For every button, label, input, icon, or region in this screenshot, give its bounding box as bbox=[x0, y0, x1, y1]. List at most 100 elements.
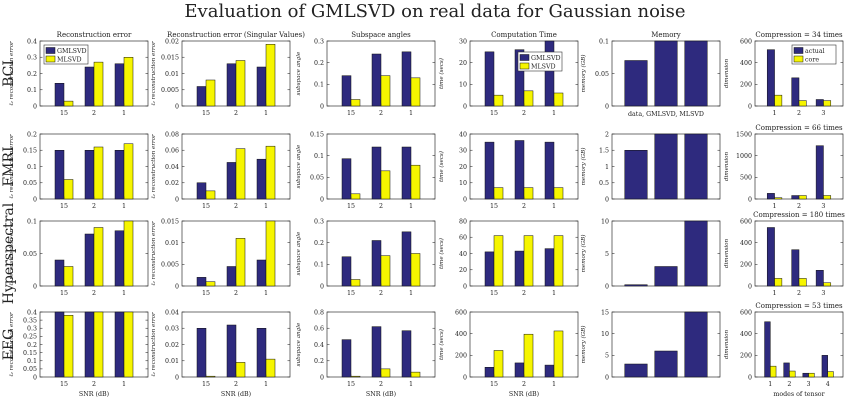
x-tick-label: 15 bbox=[60, 381, 68, 388]
x-axis-label: modes of tensor bbox=[773, 391, 825, 398]
column-title: Subspace angles bbox=[351, 31, 411, 39]
bar bbox=[553, 330, 564, 378]
bar bbox=[764, 321, 771, 378]
y-axis-label: memory (GB) bbox=[580, 55, 587, 93]
y-tick-label: 200 bbox=[455, 353, 467, 360]
y-tick-label: 1000 bbox=[736, 153, 752, 160]
x-axis-label: SNR (dB) bbox=[79, 391, 109, 398]
y-axis-label: subspace angle bbox=[296, 231, 302, 275]
x-tick-label: 2 bbox=[234, 381, 238, 388]
y-tick-label: 600 bbox=[740, 38, 752, 45]
chart-panel: 0 0.005 0.01 0.015 ℓ₂ reconstruction error 15… bbox=[151, 218, 291, 297]
bar bbox=[84, 66, 95, 107]
y-tick-label: 0.01 bbox=[165, 240, 179, 247]
y-tick-label: 30 bbox=[459, 148, 467, 155]
y-tick-label: 600 bbox=[740, 309, 752, 316]
bar bbox=[514, 250, 525, 287]
bar bbox=[256, 259, 267, 287]
bar bbox=[226, 162, 237, 200]
bar bbox=[265, 44, 276, 107]
bar bbox=[63, 315, 74, 378]
bar bbox=[371, 146, 382, 200]
legend-label: GMLSVD bbox=[57, 48, 87, 55]
bar bbox=[774, 278, 783, 287]
chart-panel: 0 0.005 0.01 0.015 0.02 ℓ₂ reconstruction err… bbox=[151, 38, 291, 117]
bar bbox=[654, 350, 678, 378]
bar bbox=[808, 372, 815, 378]
bar bbox=[766, 49, 775, 107]
y-tick-label: 0.015 bbox=[161, 55, 179, 62]
column-title: Memory bbox=[651, 31, 681, 39]
bar bbox=[654, 40, 678, 107]
bar bbox=[791, 77, 800, 107]
legend-swatch bbox=[793, 47, 804, 54]
y-tick-label: 20 bbox=[459, 60, 467, 67]
y-tick-label: 0.005 bbox=[161, 262, 179, 269]
y-tick-label: 0 bbox=[33, 374, 37, 381]
bar bbox=[544, 364, 555, 378]
y-tick-label: 0 bbox=[175, 196, 179, 203]
bar bbox=[523, 333, 534, 378]
bar bbox=[63, 179, 74, 200]
y-tick-label: 0 bbox=[748, 103, 752, 110]
y-tick-label: 0.04 bbox=[165, 164, 179, 171]
bar bbox=[256, 158, 267, 200]
y-axis-label: dimension bbox=[724, 58, 730, 88]
figure-title: Evaluation of GMLSVD on real data for Ga… bbox=[184, 1, 685, 22]
y-axis-label: time (secs) bbox=[438, 238, 445, 269]
bar bbox=[798, 195, 807, 200]
y-tick-label: 5 bbox=[605, 251, 609, 258]
y-tick-label: 0.8 bbox=[314, 309, 324, 316]
y-tick-label: 0.1 bbox=[599, 38, 609, 45]
y-tick-label: 0.2 bbox=[27, 342, 37, 349]
panel-title: Compression = 66 times bbox=[755, 124, 843, 132]
legend-label: MLSVD bbox=[531, 64, 556, 71]
bar bbox=[684, 311, 708, 378]
bar bbox=[410, 77, 421, 107]
bar bbox=[815, 145, 824, 200]
bar bbox=[235, 362, 246, 378]
x-tick-label: 3 bbox=[821, 110, 825, 117]
bar bbox=[484, 251, 495, 287]
y-tick-label: 10 bbox=[459, 180, 467, 187]
bar bbox=[523, 187, 534, 200]
legend-label: core bbox=[805, 57, 819, 64]
y-tick-label: 0.015 bbox=[161, 218, 179, 225]
bar bbox=[514, 140, 525, 200]
y-axis-label: ℓ₂ reconstruction error bbox=[9, 312, 15, 377]
x-tick-label: 1 bbox=[409, 203, 413, 210]
y-tick-label: 0 bbox=[463, 196, 467, 203]
bar bbox=[256, 328, 267, 378]
x-tick-label: 15 bbox=[347, 203, 355, 210]
bar bbox=[380, 170, 391, 200]
legend-swatch bbox=[793, 55, 804, 63]
x-axis-label: SNR (dB) bbox=[221, 391, 251, 398]
y-tick-label: 0 bbox=[748, 374, 752, 381]
y-tick-label: 0.5 bbox=[599, 180, 609, 187]
x-tick-label: 15 bbox=[60, 290, 68, 297]
x-tick-label: 15 bbox=[347, 290, 355, 297]
legend-swatch bbox=[45, 47, 56, 54]
bar bbox=[410, 164, 421, 200]
chart-panel: 0 5 10 15 memory (GB) bbox=[580, 309, 721, 381]
bar bbox=[54, 311, 65, 378]
y-tick-label: 0.005 bbox=[161, 87, 179, 94]
y-axis-label: ℓ₂ reconstruction error bbox=[151, 312, 157, 377]
bar bbox=[401, 231, 412, 287]
x-tick-label: 15 bbox=[202, 203, 210, 210]
bar bbox=[265, 145, 276, 200]
y-axis-label: subspace angle bbox=[296, 322, 302, 366]
column-title: Reconstruction error bbox=[57, 31, 132, 39]
y-tick-label: 400 bbox=[740, 331, 752, 338]
y-tick-label: 0 bbox=[748, 283, 752, 290]
y-tick-label: 0 bbox=[605, 196, 609, 203]
x-tick-label: 4 bbox=[826, 381, 830, 388]
y-axis-label: dimension bbox=[724, 151, 730, 181]
bar bbox=[226, 266, 237, 287]
y-axis-label: subspace angle bbox=[296, 144, 302, 188]
x-tick-label: 15 bbox=[490, 290, 498, 297]
y-axis-label: time (secs) bbox=[438, 329, 445, 360]
y-tick-label: 0.2 bbox=[314, 240, 324, 247]
y-axis-label: time (secs) bbox=[438, 151, 445, 182]
chart-panel: 0 500 1000 1500 dimension 1 2 3 Compression = 66… bbox=[724, 124, 844, 210]
